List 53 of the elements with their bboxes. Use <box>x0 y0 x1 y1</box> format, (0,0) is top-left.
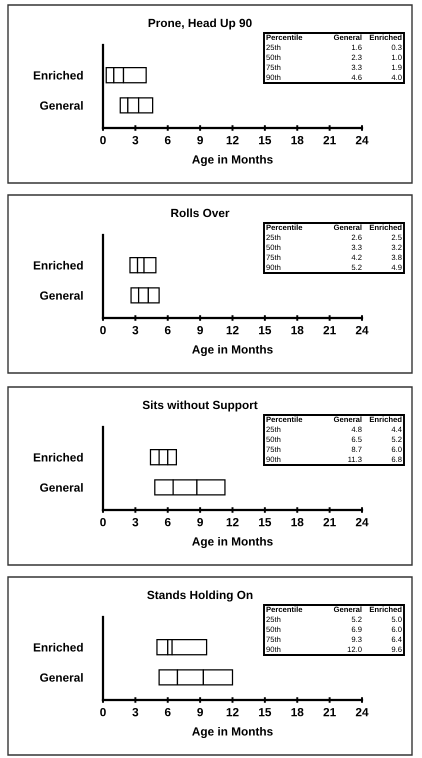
x-tick-label: 0 <box>100 518 106 526</box>
x-tick-label: 18 <box>291 518 304 526</box>
y-tick-label: General <box>40 673 83 682</box>
x-tick-label: 12 <box>226 326 239 334</box>
x-tick-label: 21 <box>323 708 336 716</box>
x-tick-label: 24 <box>356 518 369 526</box>
x-tick-label: 21 <box>323 136 336 144</box>
x-axis-title: Age in Months <box>192 344 273 356</box>
x-tick-label: 24 <box>356 708 369 716</box>
y-tick-label: General <box>40 291 83 300</box>
chart-title: Sits without Support <box>142 400 258 412</box>
x-tick-label: 12 <box>226 518 239 526</box>
x-tick-label: 15 <box>259 326 272 334</box>
x-tick-label: 15 <box>259 136 272 144</box>
x-tick-label: 15 <box>259 518 272 526</box>
x-tick-label: 0 <box>100 326 106 334</box>
x-tick-label: 21 <box>323 518 336 526</box>
chart-title: Stands Holding On <box>147 590 252 602</box>
y-tick-label: Enriched <box>34 642 83 652</box>
chart-title: Prone, Head Up 90 <box>148 18 252 30</box>
x-tick-label: 18 <box>291 326 304 334</box>
x-tick-label: 3 <box>132 518 138 526</box>
y-tick-label: Enriched <box>34 260 83 270</box>
x-tick-label: 6 <box>164 518 171 526</box>
x-axis-title: Age in Months <box>192 536 273 548</box>
x-tick-label: 0 <box>100 136 106 144</box>
x-tick-label: 6 <box>164 708 171 716</box>
x-tick-label: 6 <box>164 136 171 144</box>
x-tick-label: 15 <box>259 708 272 716</box>
bar <box>171 639 208 656</box>
x-tick-label: 12 <box>226 708 239 716</box>
x-tick-label: 24 <box>356 326 369 334</box>
x-tick-label: 18 <box>291 136 304 144</box>
x-tick-label: 3 <box>132 708 138 716</box>
x-tick-label: 18 <box>291 708 304 716</box>
x-tick-label: 12 <box>226 136 239 144</box>
x-axis-title: Age in Months <box>192 726 273 738</box>
x-tick-label: 3 <box>132 326 138 334</box>
x-tick-label: 9 <box>197 518 203 526</box>
x-tick-label: 9 <box>197 136 203 144</box>
x-tick-label: 21 <box>323 326 336 334</box>
y-tick-label: Enriched <box>34 70 83 80</box>
x-tick-label: 24 <box>356 136 369 144</box>
x-tick-label: 9 <box>197 326 203 334</box>
x-tick-label: 9 <box>197 708 203 716</box>
x-axis-title: Age in Months <box>192 154 273 166</box>
y-tick-label: General <box>40 101 83 110</box>
chart-title: Rolls Over <box>171 208 230 218</box>
x-tick-label: 0 <box>100 708 106 716</box>
x-tick-label: 6 <box>164 326 171 334</box>
y-tick-label: General <box>40 483 83 492</box>
x-tick-label: 3 <box>132 136 138 144</box>
y-tick-label: Enriched <box>34 452 83 462</box>
